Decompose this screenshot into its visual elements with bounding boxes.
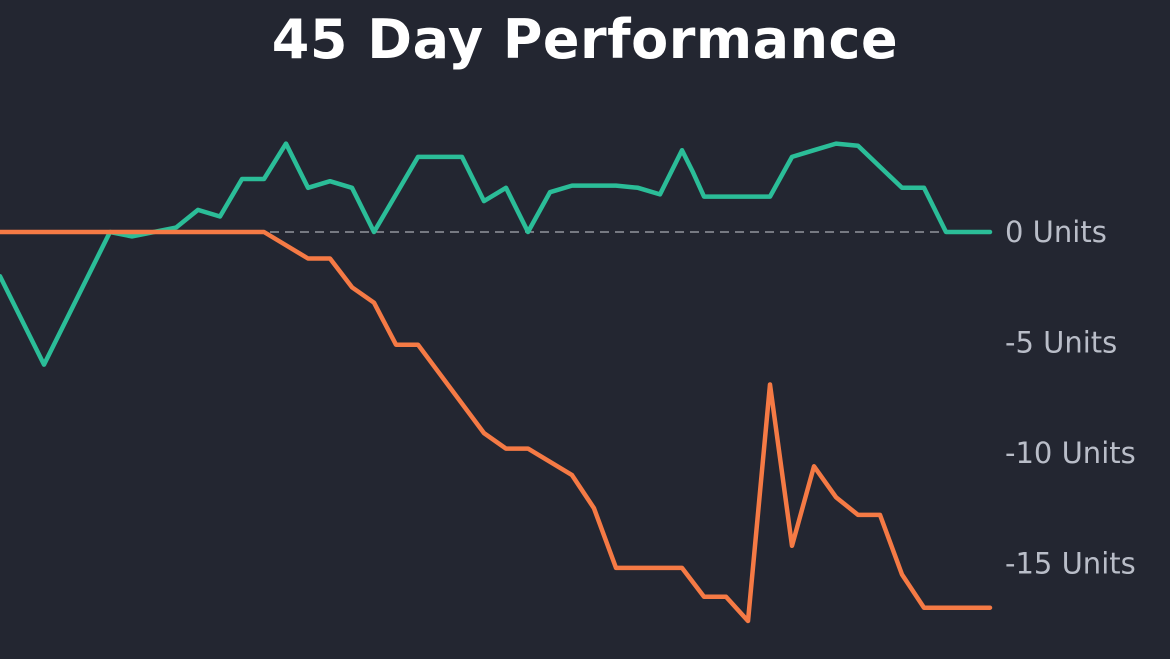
series-line-2 [0, 229, 993, 624]
y-tick-label: -15 Units [1005, 547, 1136, 581]
y-tick-label: -5 Units [1005, 326, 1117, 360]
y-tick-label: 0 Units [1005, 215, 1107, 249]
series-line-1 [0, 141, 993, 367]
chart-title: 45 Day Performance [271, 8, 899, 71]
y-tick-label: -10 Units [1005, 436, 1136, 470]
